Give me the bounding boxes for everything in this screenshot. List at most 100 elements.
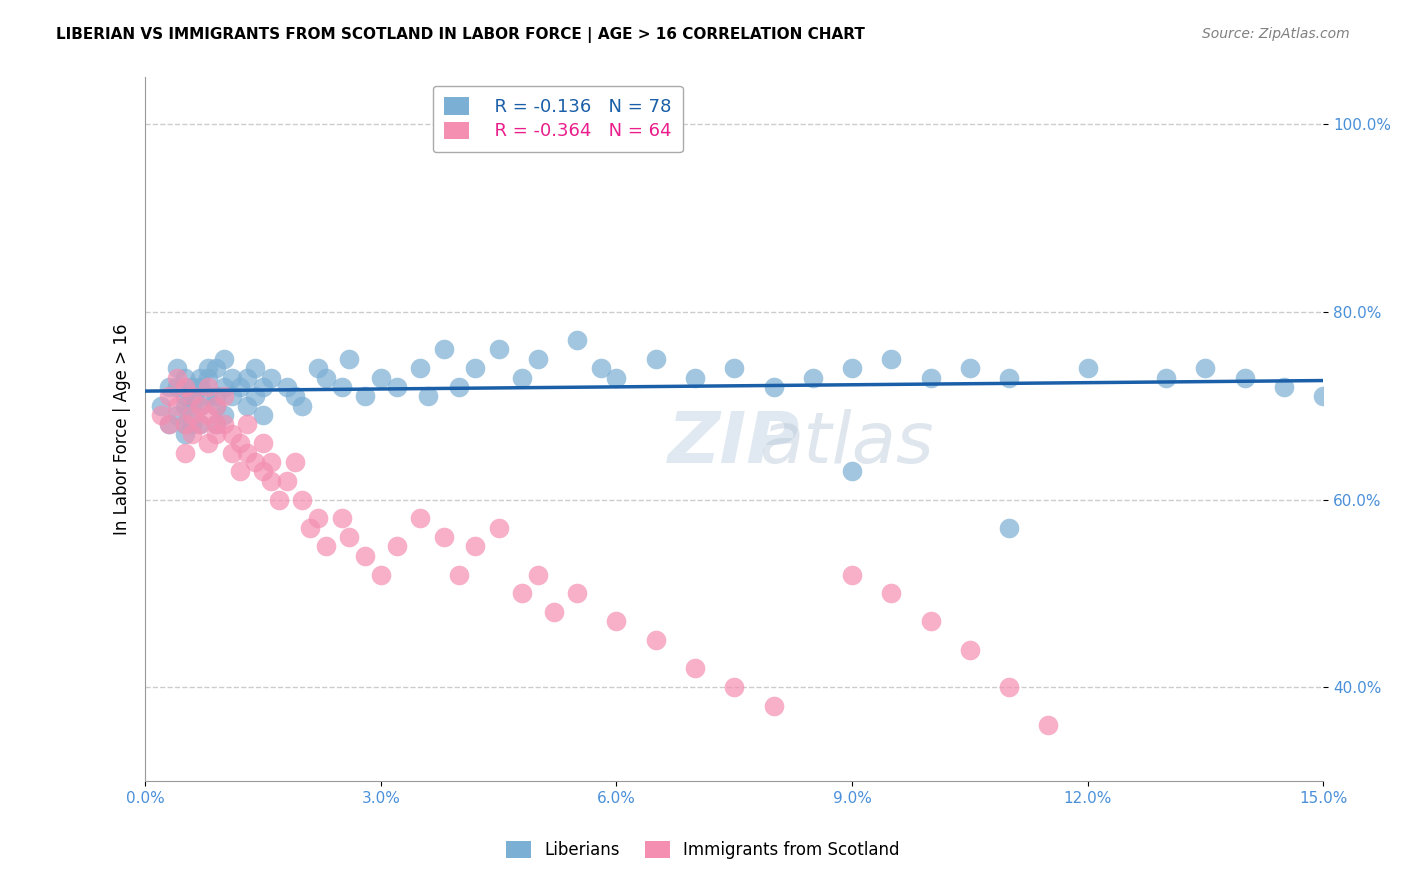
Point (228, 436, 250, 450)
Point (276, 380, 298, 394)
Point (723, 680, 745, 694)
Point (181, 380, 204, 394)
Point (157, 389, 180, 403)
Point (197, 408, 219, 422)
Point (998, 521, 1021, 535)
Point (228, 464, 250, 478)
Point (205, 426, 228, 441)
Point (252, 436, 274, 450)
Point (1077, 361, 1099, 376)
Point (354, 549, 377, 563)
Point (150, 399, 173, 413)
Point (330, 511, 353, 525)
Point (762, 380, 785, 394)
Point (920, 370, 942, 384)
Point (527, 567, 550, 582)
Legend: Liberians, Immigrants from Scotland: Liberians, Immigrants from Scotland (499, 834, 907, 866)
Point (173, 445, 195, 459)
Point (166, 380, 188, 394)
Point (212, 417, 235, 432)
Point (166, 399, 188, 413)
Point (385, 380, 408, 394)
Point (173, 417, 195, 432)
Point (212, 351, 235, 366)
Point (245, 389, 267, 403)
Y-axis label: In Labor Force | Age > 16: In Labor Force | Age > 16 (114, 324, 131, 535)
Point (510, 586, 533, 600)
Point (252, 464, 274, 478)
Point (283, 389, 305, 403)
Point (205, 389, 228, 403)
Point (330, 380, 353, 394)
Point (157, 380, 180, 394)
Point (212, 408, 235, 422)
Point (260, 455, 283, 469)
Point (236, 370, 259, 384)
Point (205, 417, 228, 432)
Point (245, 455, 267, 469)
Point (157, 417, 180, 432)
Point (920, 615, 942, 629)
Point (998, 680, 1021, 694)
Point (370, 567, 392, 582)
Point (998, 370, 1021, 384)
Point (488, 343, 510, 357)
Point (567, 333, 589, 347)
Point (181, 426, 204, 441)
Point (181, 389, 204, 403)
Point (150, 408, 173, 422)
Point (221, 370, 243, 384)
Point (245, 361, 267, 376)
Point (181, 399, 204, 413)
Text: atlas: atlas (759, 409, 934, 478)
Point (236, 417, 259, 432)
Point (236, 399, 259, 413)
Point (197, 380, 219, 394)
Point (197, 361, 219, 376)
Point (173, 426, 195, 441)
Legend:   R = -0.136   N = 78,   R = -0.364   N = 64: R = -0.136 N = 78, R = -0.364 N = 64 (433, 86, 683, 153)
Point (354, 389, 377, 403)
Point (1038, 717, 1060, 731)
Point (307, 361, 329, 376)
Point (385, 540, 408, 554)
Point (1312, 389, 1334, 403)
Point (205, 399, 228, 413)
Point (880, 351, 903, 366)
Point (221, 445, 243, 459)
Point (283, 455, 305, 469)
Point (260, 370, 283, 384)
Point (605, 370, 627, 384)
Point (464, 540, 486, 554)
Point (315, 540, 337, 554)
Point (166, 361, 188, 376)
Point (370, 370, 392, 384)
Point (157, 417, 180, 432)
Point (181, 408, 204, 422)
Point (299, 521, 322, 535)
Point (1233, 370, 1256, 384)
Text: Source: ZipAtlas.com: Source: ZipAtlas.com (1202, 27, 1350, 41)
Point (181, 417, 204, 432)
Point (605, 615, 627, 629)
Point (236, 445, 259, 459)
Point (683, 661, 706, 675)
Point (260, 474, 283, 488)
Point (880, 586, 903, 600)
Point (173, 370, 195, 384)
Point (188, 417, 211, 432)
Point (188, 399, 211, 413)
Point (409, 511, 432, 525)
Point (339, 351, 361, 366)
Point (1154, 370, 1177, 384)
Point (212, 389, 235, 403)
Point (510, 370, 533, 384)
Point (683, 370, 706, 384)
Point (762, 698, 785, 713)
Point (197, 370, 219, 384)
Point (433, 343, 456, 357)
Point (959, 361, 981, 376)
Point (173, 389, 195, 403)
Point (181, 389, 204, 403)
Point (841, 361, 863, 376)
